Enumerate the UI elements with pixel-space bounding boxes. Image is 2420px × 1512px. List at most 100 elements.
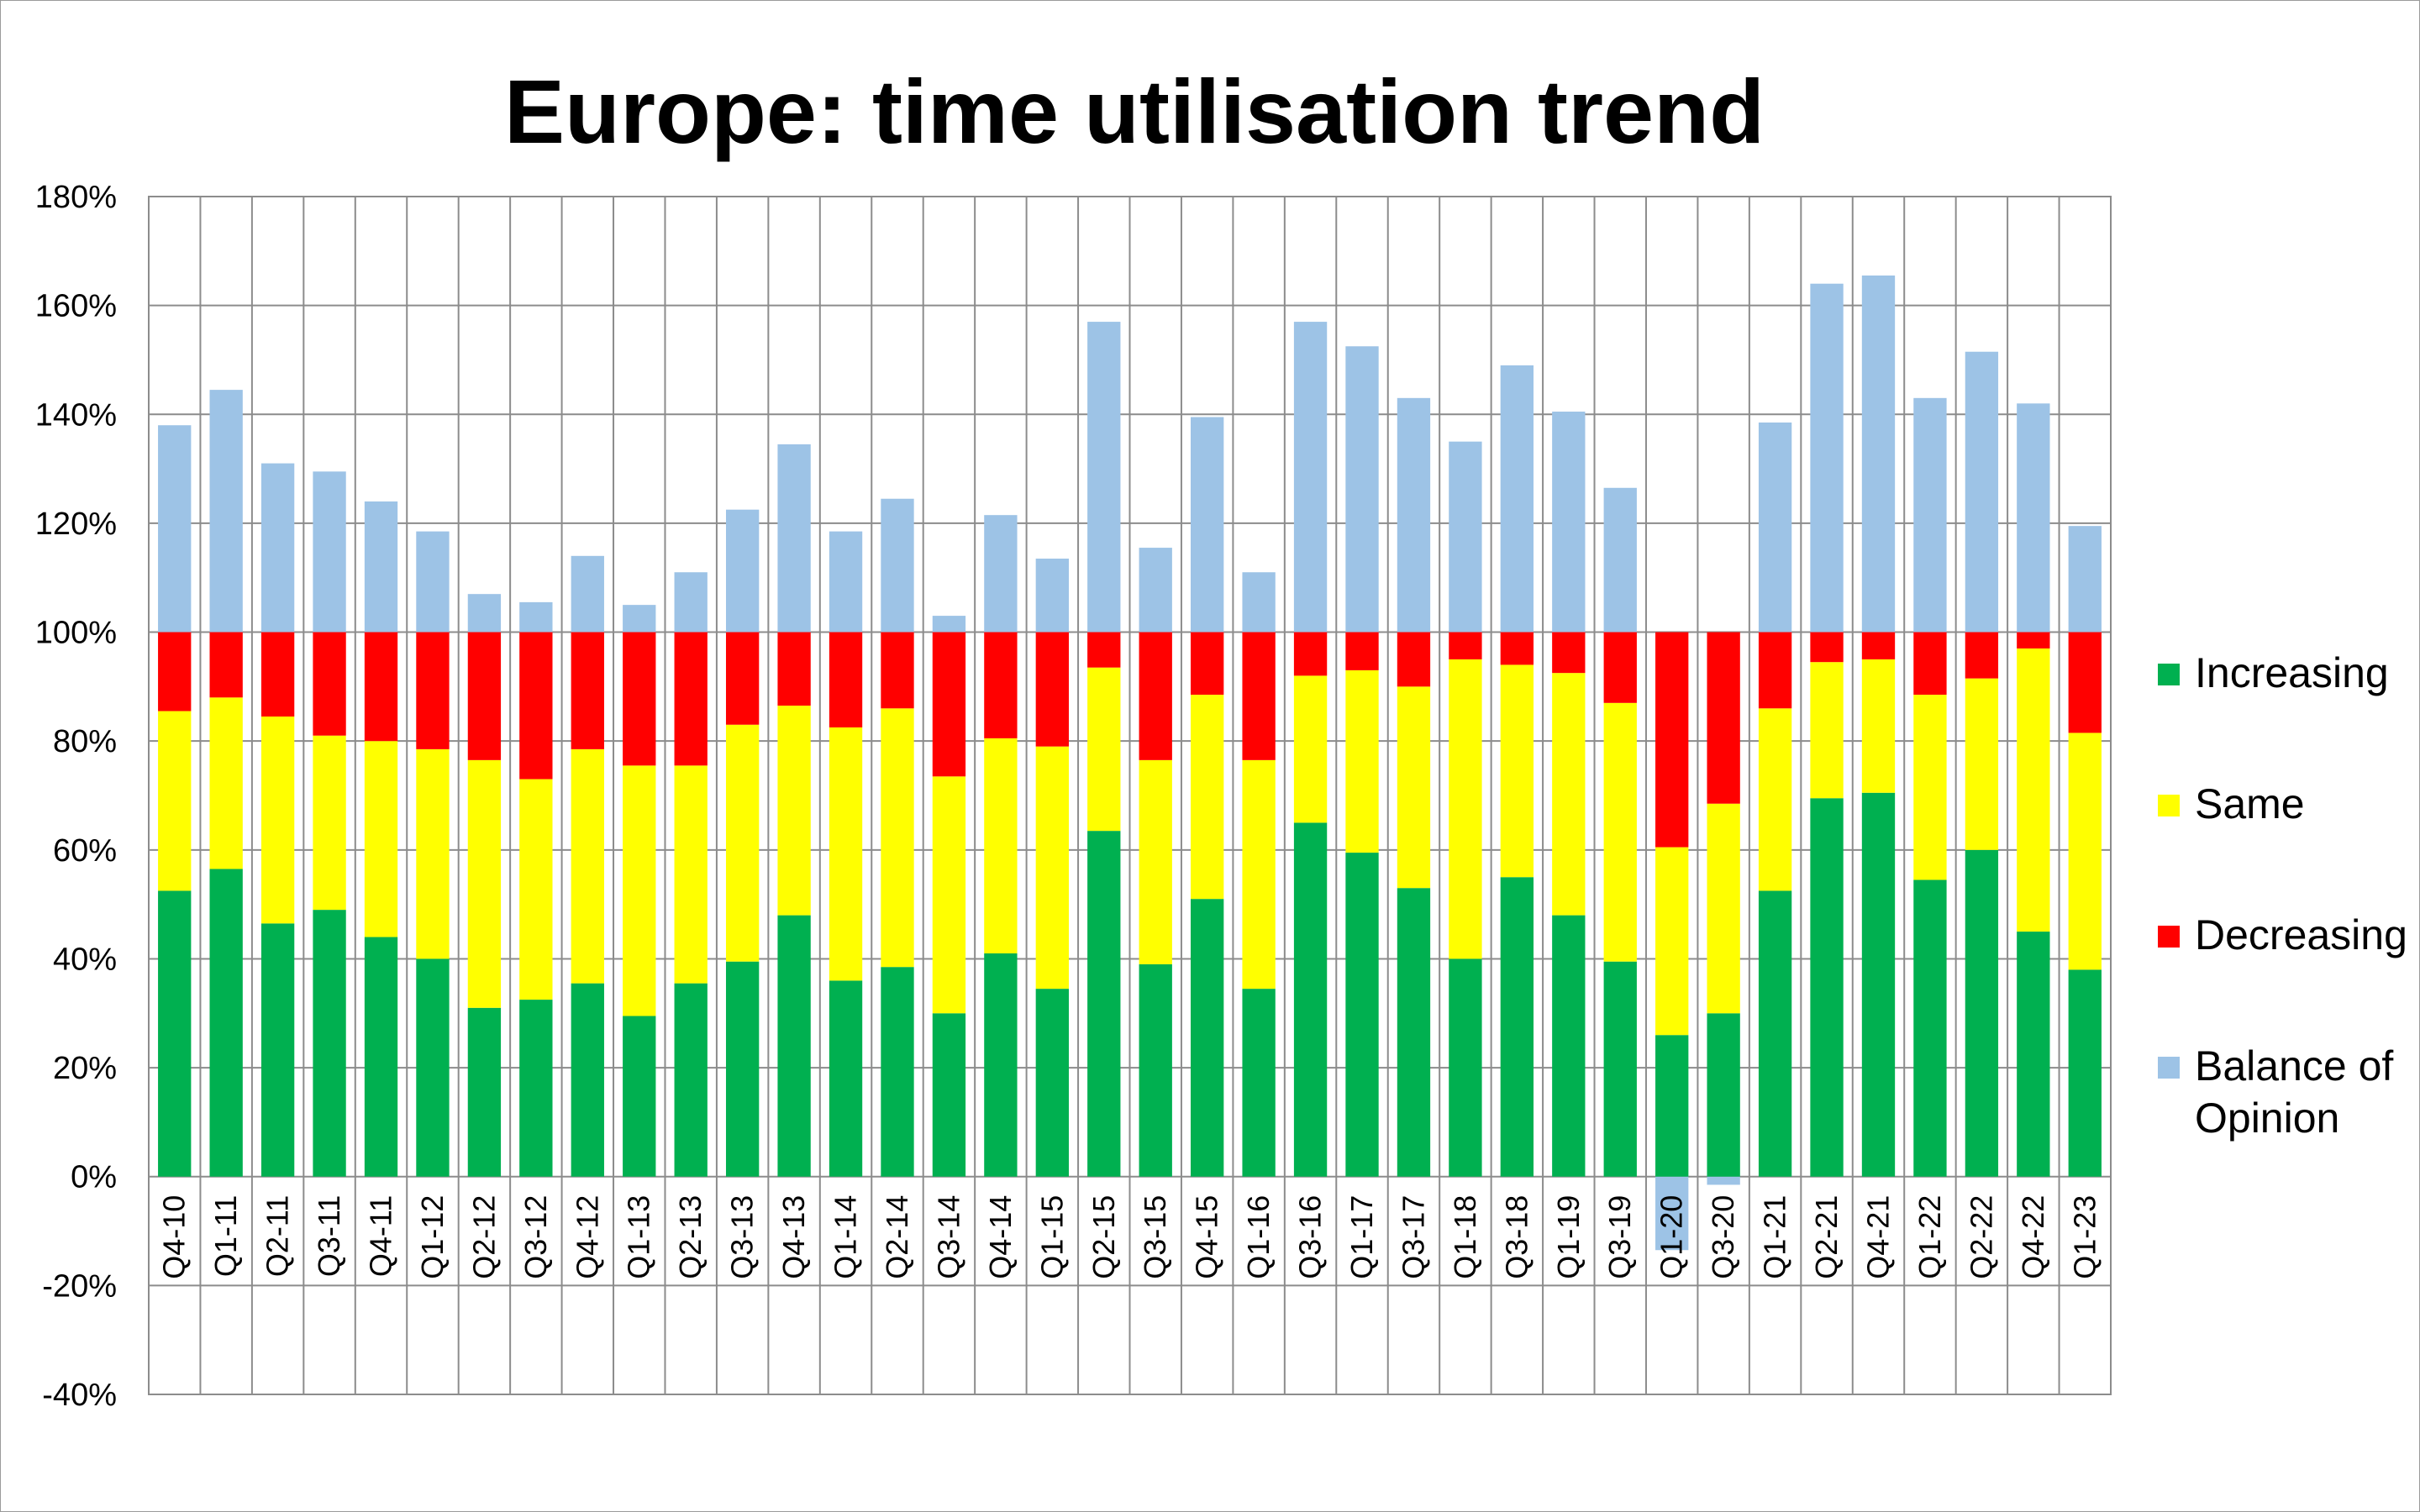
bar-segment-same	[1191, 695, 1224, 900]
bar-segment-same	[416, 748, 450, 959]
bar-segment-increasing	[777, 915, 811, 1177]
bar-segment-balance-of-opinion	[1035, 559, 1069, 633]
bar-segment-same	[158, 711, 192, 891]
bar-segment-balance-of-opinion	[984, 515, 1018, 633]
bar-segment-decreasing	[519, 632, 553, 780]
x-category-label: Q1-20	[1655, 1195, 1689, 1279]
x-category-label: Q1-11	[208, 1195, 243, 1277]
bar-segment-increasing	[1603, 961, 1637, 1177]
bar-segment-balance-of-opinion	[829, 531, 863, 633]
bar-segment-balance-of-opinion	[158, 425, 192, 633]
y-tick-label: -20%	[42, 1268, 117, 1304]
x-category-label: Q3-16	[1293, 1195, 1328, 1279]
bar-segment-increasing	[1397, 888, 1431, 1177]
bar-segment-increasing	[209, 869, 243, 1177]
bar-segment-increasing	[881, 967, 914, 1177]
bar-segment-decreasing	[467, 632, 502, 760]
bar-segment-balance-of-opinion	[1552, 412, 1586, 633]
bar-segment-balance-of-opinion	[1397, 397, 1431, 633]
bar-segment-increasing	[1655, 1035, 1689, 1177]
y-tick-label: 40%	[53, 942, 117, 977]
bar-segment-increasing	[1449, 958, 1482, 1177]
y-tick-label: 20%	[53, 1051, 117, 1086]
bar-segment-decreasing	[1087, 632, 1121, 668]
bar-segment-increasing	[1035, 989, 1069, 1177]
bar-segment-balance-of-opinion	[1913, 397, 1947, 633]
bar-segment-same	[1758, 708, 1792, 891]
x-category-label: Q2-22	[1964, 1195, 1998, 1279]
bar-segment-balance-of-opinion	[1449, 441, 1482, 633]
x-category-label: Q1-19	[1551, 1195, 1586, 1279]
bar-segment-increasing	[260, 923, 295, 1177]
bar-segment-same	[1345, 669, 1379, 853]
bar-segment-decreasing	[313, 632, 346, 736]
bar-segment-increasing	[984, 953, 1018, 1177]
bar-segment-increasing	[1087, 831, 1121, 1177]
x-category-label: Q2-15	[1086, 1195, 1121, 1279]
bar-segment-decreasing	[364, 632, 398, 742]
bar-segment-balance-of-opinion	[260, 463, 295, 633]
bar-segment-same	[1861, 659, 1896, 793]
legend-label-increasing: Increasing	[2195, 649, 2389, 696]
bar-segment-increasing	[1242, 989, 1276, 1177]
bar-segment-same	[932, 776, 966, 1014]
legend-swatch-increasing	[2158, 664, 2180, 685]
bar-segment-same	[1139, 759, 1172, 964]
x-category-label: Q4-21	[1860, 1195, 1895, 1279]
bar-segment-increasing	[1345, 853, 1379, 1177]
bar-segment-same	[1293, 675, 1328, 823]
bar-segment-decreasing	[416, 632, 450, 749]
bar-segment-same	[829, 727, 863, 981]
bar-segment-decreasing	[571, 632, 604, 749]
bar-segment-same	[1087, 667, 1121, 832]
bar-segment-increasing	[1500, 877, 1534, 1177]
bar-segment-increasing	[1758, 890, 1792, 1177]
bar-segment-same	[623, 765, 656, 1016]
bar-segment-balance-of-opinion	[1861, 275, 1896, 633]
bar-segment-balance-of-opinion	[364, 501, 398, 633]
bar-segment-increasing	[1861, 792, 1896, 1177]
x-category-label: Q2-14	[880, 1195, 914, 1279]
bar-segment-same	[1397, 686, 1431, 889]
bar-segment-balance-of-opinion	[2068, 526, 2102, 633]
bar-segment-same	[519, 779, 553, 1000]
bar-segment-balance-of-opinion	[623, 605, 656, 633]
legend-item-increasing: Increasing	[2158, 647, 2413, 699]
bar-segment-increasing	[623, 1016, 656, 1177]
bar-segment-increasing	[364, 937, 398, 1177]
x-category-label: Q1-14	[829, 1195, 863, 1279]
bar-segment-balance-of-opinion	[467, 594, 502, 633]
y-tick-label: 80%	[53, 724, 117, 759]
bar-segment-same	[1242, 759, 1276, 990]
legend-label-balance-of-opinion: Balance of Opinion	[2195, 1042, 2394, 1142]
bar-segment-same	[1035, 746, 1069, 990]
legend-swatch-balance-of-opinion	[2158, 1057, 2180, 1079]
bar-segment-balance-of-opinion	[1345, 346, 1379, 633]
bar-segment-decreasing	[1965, 632, 1999, 679]
bar-segment-decreasing	[158, 632, 192, 711]
bar-segment-balance-of-opinion	[674, 572, 708, 633]
bar-segment-same	[260, 717, 295, 924]
bar-segment-decreasing	[777, 632, 811, 706]
x-category-label: Q1-17	[1344, 1195, 1379, 1279]
bar-segment-balance-of-opinion	[1500, 365, 1534, 633]
bar-segment-decreasing	[2017, 632, 2050, 648]
bar-segment-decreasing	[1035, 632, 1069, 747]
y-tick-label: 160%	[35, 289, 117, 324]
bar-segment-increasing	[1707, 1013, 1740, 1177]
bar-segment-balance-of-opinion	[571, 555, 604, 633]
chart-title: Europe: time utilisation trend	[503, 60, 1765, 162]
bar-segment-decreasing	[260, 632, 295, 717]
bar-segment-increasing	[1552, 915, 1586, 1177]
bar-segment-decreasing	[881, 632, 914, 709]
bar-segment-decreasing	[1500, 632, 1534, 665]
y-tick-label: 60%	[53, 833, 117, 869]
bar-segment-same	[1810, 662, 1844, 799]
legend-swatch-decreasing	[2158, 926, 2180, 948]
bar-segment-increasing	[1139, 963, 1172, 1177]
bar-segment-decreasing	[1191, 632, 1224, 696]
bars-layer	[158, 275, 2102, 1251]
bar-segment-same	[1707, 803, 1740, 1014]
bar-segment-same	[1655, 847, 1689, 1036]
x-category-label: Q2-13	[673, 1195, 708, 1279]
